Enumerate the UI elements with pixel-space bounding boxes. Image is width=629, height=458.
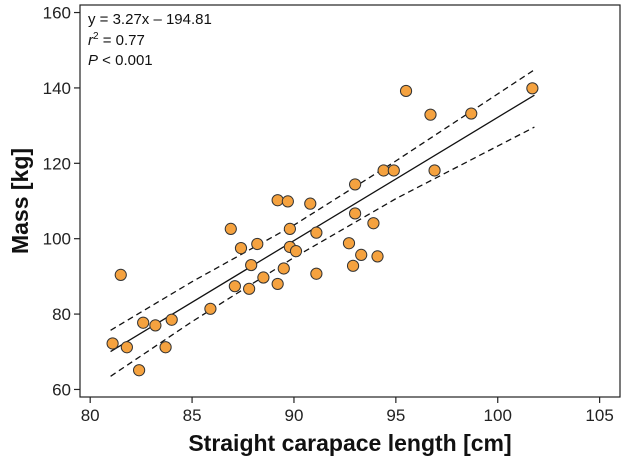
data-point: [310, 226, 323, 239]
data-point: [424, 108, 437, 121]
data-point: [371, 250, 384, 263]
regression-line-group: [110, 94, 535, 353]
data-point: [137, 316, 150, 329]
lower-confidence-line: [110, 126, 535, 377]
data-point: [367, 217, 380, 230]
y-tick-label: 100: [43, 230, 71, 249]
data-point: [159, 341, 172, 354]
p-value-symbol: P: [88, 52, 98, 69]
data-point: [348, 207, 362, 220]
data-point: [114, 268, 127, 281]
y-tick-label: 80: [52, 305, 71, 324]
data-point: [257, 271, 270, 284]
data-point: [228, 280, 241, 293]
data-point: [251, 237, 264, 251]
data-point: [234, 242, 248, 255]
data-point: [132, 364, 146, 377]
r-squared-symbol: r: [88, 32, 94, 49]
data-point: [304, 197, 317, 210]
data-point: [283, 222, 296, 235]
x-tick-label: 95: [386, 406, 405, 425]
data-point: [243, 282, 256, 295]
y-tick-label: 120: [43, 154, 71, 173]
data-point: [106, 337, 119, 350]
r-squared-superscript: 2: [93, 31, 99, 42]
data-point: [120, 341, 133, 354]
data-point: [387, 164, 400, 177]
y-tick-label: 60: [52, 380, 71, 399]
x-tick-label: 105: [585, 406, 613, 425]
r-squared-value: = 0.77: [99, 32, 145, 49]
y-tick-label: 160: [43, 4, 71, 23]
data-point: [271, 277, 284, 291]
x-tick-label: 80: [81, 406, 100, 425]
data-point: [204, 302, 217, 315]
data-point: [149, 319, 162, 332]
data-points: [106, 82, 539, 377]
data-point: [281, 195, 294, 208]
p-value-text: P < 0.001: [88, 52, 153, 69]
x-axis-title: Straight carapace length [cm]: [188, 430, 511, 456]
data-point: [277, 262, 290, 275]
regression-line: [110, 94, 535, 353]
equation-text: y = 3.27x – 194.81: [88, 11, 212, 28]
axis-ticks: 80 85 90 95 100 105 60 80 100 120 140 160: [43, 4, 614, 425]
r-squared-text: r2 = 0.77: [88, 31, 145, 49]
y-tick-label: 140: [43, 79, 71, 98]
data-point: [348, 178, 362, 191]
data-point: [342, 237, 356, 250]
data-point: [245, 258, 258, 272]
data-point: [399, 84, 413, 98]
y-axis-title: Mass [kg]: [7, 148, 33, 254]
data-point: [377, 164, 390, 177]
x-tick-label: 85: [183, 406, 202, 425]
x-tick-label: 100: [484, 406, 512, 425]
plot-frame: [79, 4, 621, 398]
data-point: [346, 259, 360, 272]
p-value-value: < 0.001: [98, 52, 153, 69]
data-point: [526, 82, 539, 95]
data-point: [465, 107, 478, 120]
x-tick-label: 90: [285, 406, 304, 425]
data-point: [428, 164, 441, 177]
data-point: [289, 245, 303, 258]
data-point: [165, 313, 178, 326]
data-point: [310, 267, 323, 280]
data-point: [355, 248, 368, 261]
data-point: [271, 194, 284, 207]
data-point: [224, 222, 237, 235]
